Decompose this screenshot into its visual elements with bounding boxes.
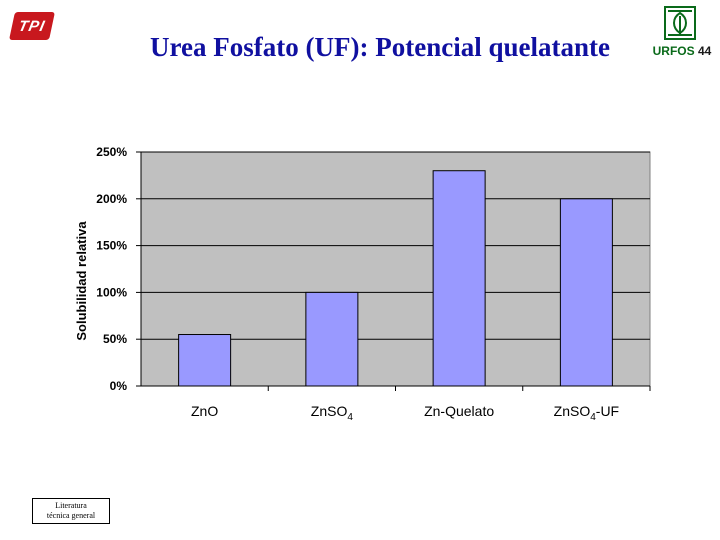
footnote-line-2: técnica general <box>46 511 96 520</box>
y-axis-title: Solubilidad relativa <box>74 221 89 341</box>
x-tick-label: ZnO <box>191 403 218 419</box>
x-tick-label: ZnSO4 <box>311 403 354 423</box>
y-tick-label: 250% <box>96 145 127 159</box>
bar <box>432 170 486 387</box>
urfos-logo: URFOS 44 <box>650 6 714 60</box>
bar <box>178 334 232 387</box>
y-tick-label: 150% <box>96 239 127 253</box>
y-tick-label: 0% <box>110 379 128 393</box>
y-tick-label: 100% <box>96 285 127 299</box>
x-tick-label: Zn-Quelato <box>424 403 494 419</box>
urfos-logo-text: URFOS 44 <box>652 44 712 58</box>
x-tick-label: ZnSO4-UF <box>554 403 619 423</box>
page-title: Urea Fosfato (UF): Potencial quelatante <box>150 32 610 62</box>
bar <box>305 291 359 387</box>
y-tick-label: 200% <box>96 192 127 206</box>
bar <box>559 198 613 387</box>
y-tick-label: 50% <box>103 332 127 346</box>
footnote-line-1: Literatura <box>55 501 87 510</box>
leaf-icon <box>664 6 696 40</box>
footnote-box: Literatura técnica general <box>32 498 110 524</box>
